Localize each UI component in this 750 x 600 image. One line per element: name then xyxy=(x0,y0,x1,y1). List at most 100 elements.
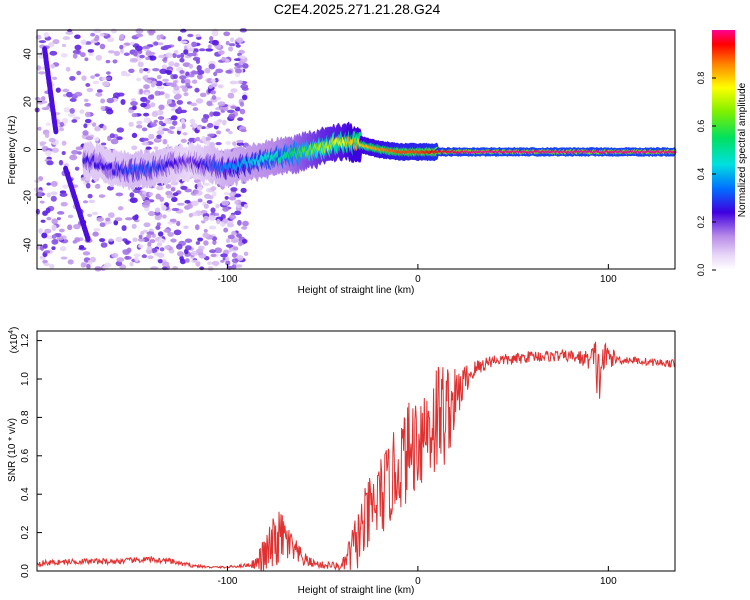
spectrogram-noise-blob xyxy=(239,101,245,107)
spectrogram-noise-blob xyxy=(43,262,51,267)
spectrogram-noise-blob xyxy=(191,200,199,207)
spectrogram-noise-blob xyxy=(66,91,73,98)
spectrogram-noise-blob xyxy=(51,246,56,251)
spectrogram-noise-blob xyxy=(190,102,198,107)
spectrogram-noise-blob xyxy=(72,53,78,59)
spectrogram-noise-blob xyxy=(171,196,178,202)
spectrogram-noise-blob xyxy=(145,50,152,57)
spectrogram-noise-blob xyxy=(107,50,115,54)
spectrogram-noise-blob xyxy=(55,87,61,93)
spectrogram-noise-blob xyxy=(172,74,178,80)
spectrogram-noise-blob xyxy=(237,255,244,261)
spectrogram-noise-blob xyxy=(142,137,149,142)
spectrogram-noise-blob xyxy=(110,138,119,145)
spectrogram-noise-blob xyxy=(157,116,165,120)
spectrogram-noise-blob xyxy=(166,194,173,199)
spectrogram-noise-blob xyxy=(92,231,99,237)
spectrogram-noise-blob xyxy=(124,73,131,77)
spectrogram-noise-blob xyxy=(179,75,187,80)
spectrogram-noise-blob xyxy=(142,229,148,233)
spectrogram-noise-blob xyxy=(50,180,58,187)
spectrogram-noise-blob xyxy=(84,118,92,124)
spectrogram-noise-blob xyxy=(209,36,214,41)
spectrogram-noise-blob xyxy=(166,71,172,76)
spectrogram-noise-blob xyxy=(158,104,165,111)
spectrogram-noise-blob xyxy=(211,39,220,46)
spectrogram-noise-blob xyxy=(203,203,210,209)
spectrogram-noise-blob xyxy=(113,92,121,98)
spectrogram-noise-blob xyxy=(214,77,219,83)
spectrogram-noise-blob xyxy=(126,247,132,253)
spectrogram-noise-blob xyxy=(121,225,127,231)
spectrogram-xtick-label: 0 xyxy=(415,274,421,285)
spectrogram-noise-blob xyxy=(156,134,162,139)
spectrogram-noise-blob xyxy=(176,202,185,206)
spectrogram-noise-blob xyxy=(197,181,202,188)
snr-xtick-label: -100 xyxy=(217,576,237,587)
spectrogram-noise-blob xyxy=(167,231,174,237)
spectrogram-noise-blob xyxy=(225,244,234,248)
spectrogram-noise-blob xyxy=(197,237,204,242)
spectrogram-noise-blob xyxy=(135,28,144,34)
spectrogram-noise-blob xyxy=(222,218,228,224)
spectrogram-noise-blob xyxy=(213,71,218,77)
spectrogram-noise-blob xyxy=(80,262,86,268)
spectrogram-noise-blob xyxy=(148,133,155,140)
spectrogram-noise-blob xyxy=(213,261,219,267)
spectrogram-noise-blob xyxy=(56,211,65,215)
spectrogram-noise-blob xyxy=(134,45,143,52)
spectrogram-noise-blob xyxy=(125,240,130,245)
spectrogram-noise-blob xyxy=(94,136,100,142)
snr-ticks: -100 0 100 0.0 0.2 0.4 0.6 0.8 1.0 1.2 xyxy=(20,333,617,587)
spectrogram-noise-blob xyxy=(228,43,236,47)
spectrogram-noise-blob xyxy=(172,80,178,84)
spectrogram-noise-blob xyxy=(211,191,217,197)
spectrogram-noise-blob xyxy=(129,192,135,198)
spectrogram-noise-blob xyxy=(110,28,117,34)
spectrogram-noise-blob xyxy=(71,119,78,123)
spectrogram-noise-blob xyxy=(75,146,83,151)
snr-ytick-label: 0.2 xyxy=(20,525,31,539)
spectrogram-noise-blob xyxy=(139,54,145,59)
spectrogram-noise-blob xyxy=(183,49,189,55)
spectrogram-noise-blob xyxy=(113,50,121,57)
spectrogram-noise-blob xyxy=(153,41,159,46)
spectrogram-noise-blob xyxy=(228,192,236,197)
spectrogram-noise-blob xyxy=(52,39,60,45)
spectrogram-noise-blob xyxy=(205,48,214,52)
spectrogram-noise-blob xyxy=(109,133,115,139)
spectrogram-noise-blob xyxy=(196,185,203,191)
spectrogram-noise-blob xyxy=(221,200,230,206)
spectrogram-noise-blob xyxy=(184,238,193,243)
spectrogram-noise-blob xyxy=(229,37,235,43)
spectrogram-noise-blob xyxy=(116,127,125,133)
spectrogram-noise-blob xyxy=(84,98,89,103)
spectrogram-noise-blob xyxy=(40,219,46,223)
spectrogram-noise-blob xyxy=(209,249,217,254)
spectrogram-xlabel: Height of straight line (km) xyxy=(298,285,415,296)
spectrogram-noise-blob xyxy=(67,224,73,231)
spectrogram-noise-blob xyxy=(164,117,172,124)
spectrogram-noise-blob xyxy=(207,133,215,137)
spectrogram-noise-blob xyxy=(51,224,57,230)
colorbar-tick-label: 0.6 xyxy=(696,120,706,133)
spectrogram-noise-blob xyxy=(61,140,67,146)
spectrogram-noise-blob xyxy=(224,195,229,200)
spectrogram-noise-blob xyxy=(183,92,189,97)
spectrogram-noise-blob xyxy=(192,122,198,128)
spectrogram-noise-blob xyxy=(240,109,245,115)
spectrogram-noise-blob xyxy=(146,246,152,251)
spectrogram-noise-blob xyxy=(170,107,177,112)
spectrogram-noise-blob xyxy=(62,184,69,189)
spectrogram-noise-blob xyxy=(184,199,191,204)
spectrogram-noise-blob xyxy=(232,141,237,146)
spectrogram-noise-blob xyxy=(148,55,157,61)
spectrogram-noise-blob xyxy=(52,76,58,80)
spectrogram-noise-blob xyxy=(48,42,55,48)
spectrogram-noise-blob xyxy=(83,123,88,129)
spectrogram-noise-blob xyxy=(180,118,185,125)
spectrogram-noise-blob xyxy=(153,119,158,123)
spectrogram-noise-blob xyxy=(184,258,190,263)
spectrogram-noise-blob xyxy=(129,197,138,204)
spectrogram-noise-blob xyxy=(38,71,46,75)
